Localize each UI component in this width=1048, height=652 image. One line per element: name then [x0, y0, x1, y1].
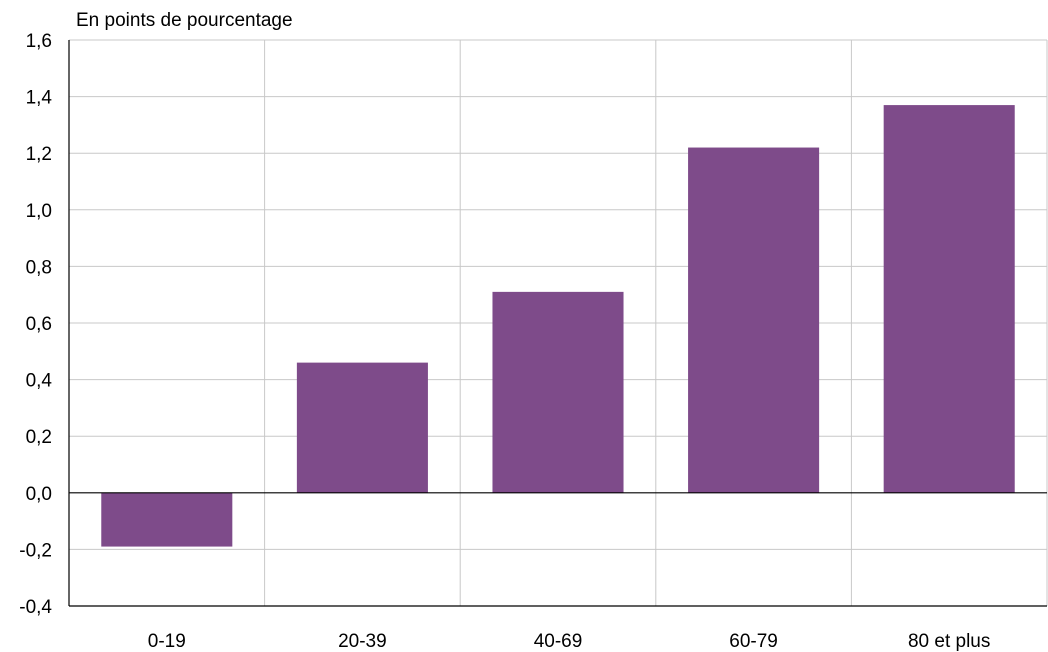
y-tick-label: 0,8 — [26, 257, 52, 278]
x-tick-label: 60-79 — [729, 631, 778, 652]
y-tick-label: 1,2 — [26, 144, 52, 165]
y-tick-label: 1,0 — [26, 201, 52, 222]
y-tick-label: -0,2 — [19, 540, 52, 561]
bar-0-19 — [101, 492, 233, 547]
x-tick-label: 80 et plus — [908, 631, 990, 652]
y-tick-label: 1,6 — [26, 31, 52, 52]
axes — [68, 40, 1047, 607]
x-tick-labels: 0-19 20-39 40-69 60-79 80 et plus — [148, 631, 991, 652]
y-tick-label: 0,4 — [26, 371, 53, 392]
y-tick-label: 0,0 — [26, 484, 52, 505]
y-tick-label: -0,4 — [19, 597, 52, 618]
bars — [101, 105, 1015, 547]
y-tick-labels: -0,4 -0,2 0,0 0,2 0,4 0,6 0,8 1,0 1,2 1,4 1,6 — [19, 31, 52, 618]
x-tick-label: 0-19 — [148, 631, 186, 652]
y-tick-label: 0,2 — [26, 427, 52, 448]
bar-60-79 — [688, 147, 820, 493]
bar-40-69 — [492, 291, 624, 493]
y-tick-label: 0,6 — [26, 314, 52, 335]
x-tick-label: 40-69 — [534, 631, 583, 652]
x-tick-label: 20-39 — [338, 631, 387, 652]
y-unit-label: En points de pourcentage — [76, 10, 293, 31]
bar-80-et-plus — [883, 105, 1015, 493]
y-tick-label: 1,4 — [26, 88, 53, 109]
bar-20-39 — [296, 362, 428, 493]
